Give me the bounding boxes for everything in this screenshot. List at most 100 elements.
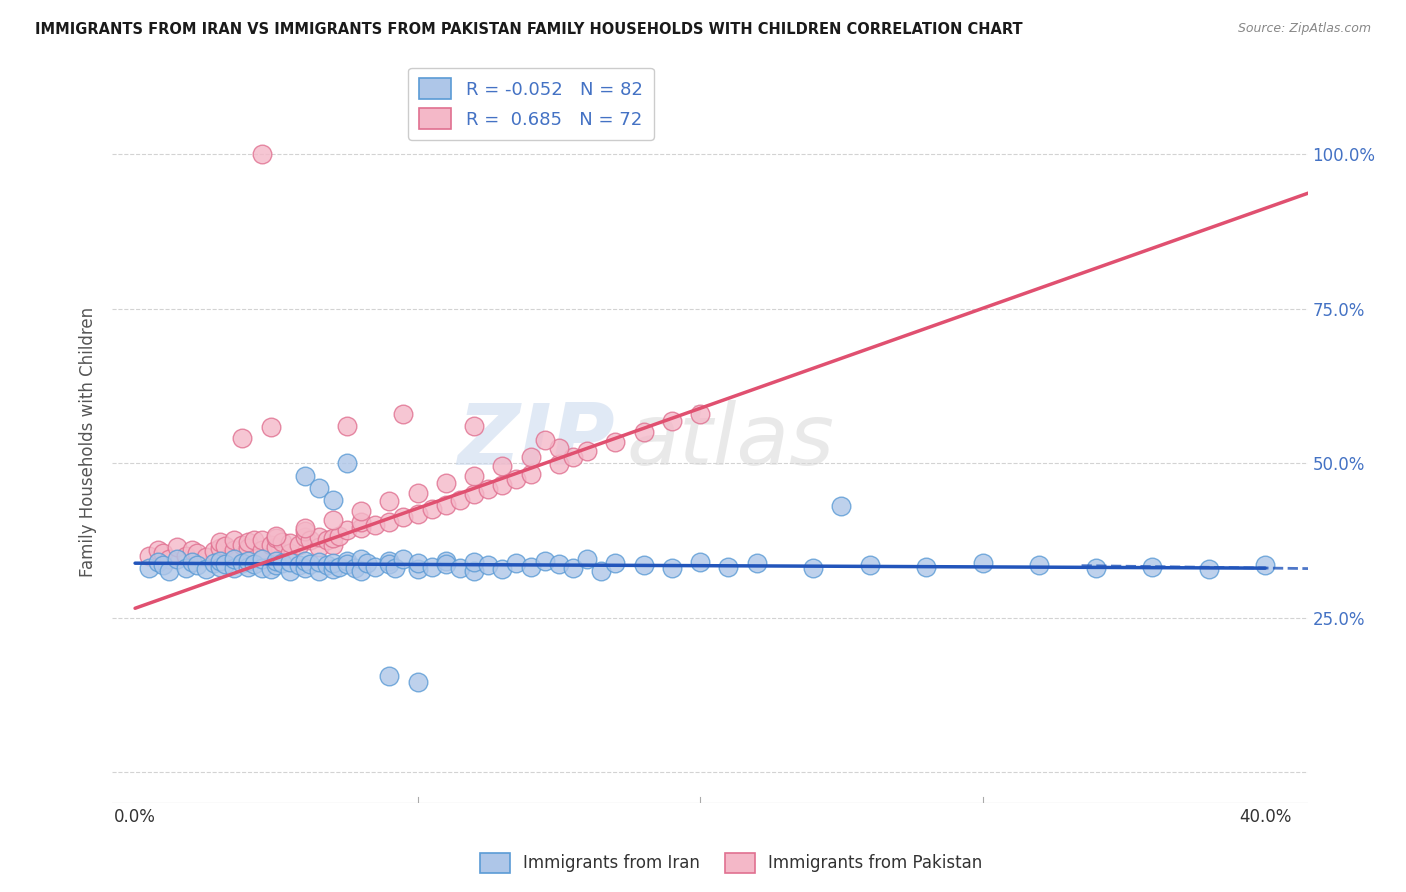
Point	[222, 561, 245, 575]
Point	[859, 558, 882, 572]
Legend: R = -0.052   N = 82, R =  0.685   N = 72: R = -0.052 N = 82, R = 0.685 N = 72	[408, 68, 654, 140]
Point	[222, 533, 245, 548]
Point	[449, 561, 471, 575]
Point	[633, 425, 655, 440]
Point	[266, 529, 288, 543]
Point	[434, 554, 457, 568]
Point	[605, 434, 627, 449]
Point	[208, 554, 231, 568]
Point	[519, 467, 541, 482]
Point	[477, 482, 499, 496]
Point	[152, 546, 174, 560]
Point	[434, 475, 457, 490]
Point	[633, 558, 655, 572]
Point	[591, 564, 613, 578]
Point	[260, 538, 283, 552]
Point	[434, 558, 457, 572]
Point	[801, 561, 824, 575]
Point	[146, 542, 169, 557]
Point	[364, 517, 387, 532]
Point	[350, 521, 373, 535]
Point	[157, 564, 180, 578]
Point	[406, 675, 429, 690]
Point	[316, 533, 339, 548]
Point	[146, 555, 169, 569]
Point	[1028, 558, 1050, 572]
Point	[364, 560, 387, 574]
Point	[236, 554, 259, 568]
Point	[491, 562, 513, 576]
Point	[242, 533, 264, 547]
Point	[689, 407, 711, 421]
Point	[266, 558, 288, 572]
Point	[308, 481, 330, 495]
Point	[308, 555, 330, 569]
Point	[378, 669, 401, 683]
Point	[194, 549, 217, 564]
Point	[166, 540, 188, 554]
Text: ZIP: ZIP	[457, 400, 614, 483]
Point	[308, 564, 330, 578]
Point	[344, 561, 367, 575]
Point	[322, 538, 344, 552]
Point	[336, 558, 359, 572]
Point	[242, 558, 264, 572]
Point	[266, 532, 288, 546]
Point	[336, 523, 359, 537]
Point	[208, 541, 231, 556]
Point	[202, 556, 225, 570]
Point	[661, 414, 683, 428]
Point	[308, 530, 330, 544]
Point	[477, 558, 499, 572]
Point	[208, 535, 231, 549]
Point	[406, 556, 429, 570]
Point	[491, 459, 513, 474]
Point	[463, 468, 485, 483]
Point	[745, 556, 768, 570]
Point	[406, 485, 429, 500]
Point	[231, 556, 253, 570]
Point	[322, 532, 344, 546]
Legend: Immigrants from Iran, Immigrants from Pakistan: Immigrants from Iran, Immigrants from Pa…	[472, 847, 990, 880]
Text: Source: ZipAtlas.com: Source: ZipAtlas.com	[1237, 22, 1371, 36]
Point	[463, 555, 485, 569]
Point	[186, 546, 208, 560]
Point	[1310, 564, 1333, 578]
Point	[266, 540, 288, 554]
Point	[406, 562, 429, 576]
Text: atlas: atlas	[627, 400, 834, 483]
Point	[252, 533, 274, 548]
Point	[316, 558, 339, 572]
Point	[519, 450, 541, 464]
Point	[166, 552, 188, 566]
Point	[299, 533, 322, 548]
Point	[830, 500, 852, 514]
Point	[1084, 561, 1107, 575]
Point	[406, 507, 429, 521]
Y-axis label: Family Households with Children: Family Households with Children	[79, 307, 97, 576]
Point	[392, 510, 415, 524]
Point	[378, 494, 401, 508]
Point	[252, 542, 274, 557]
Point	[336, 456, 359, 470]
Point	[350, 504, 373, 518]
Point	[350, 515, 373, 529]
Point	[519, 560, 541, 574]
Point	[1198, 562, 1220, 576]
Point	[533, 554, 555, 568]
Point	[152, 558, 174, 572]
Point	[280, 555, 302, 569]
Point	[322, 493, 344, 508]
Point	[505, 556, 527, 570]
Point	[356, 556, 378, 570]
Point	[533, 433, 555, 447]
Point	[252, 561, 274, 575]
Point	[236, 541, 259, 556]
Point	[266, 554, 288, 568]
Point	[420, 502, 443, 516]
Point	[236, 535, 259, 549]
Point	[576, 443, 599, 458]
Point	[174, 561, 197, 575]
Point	[231, 538, 253, 552]
Point	[322, 556, 344, 570]
